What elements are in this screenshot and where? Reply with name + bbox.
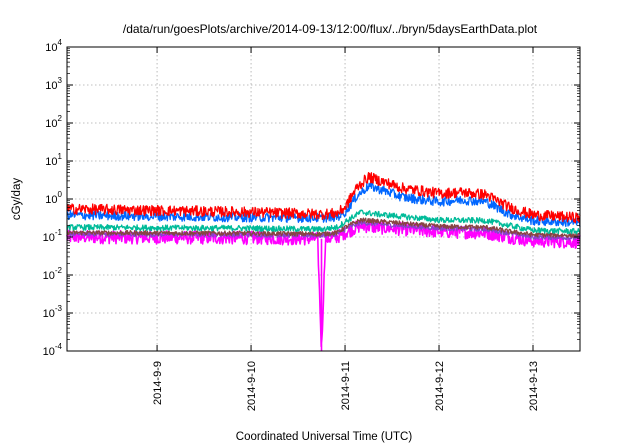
y-tick-base: 10	[45, 156, 57, 168]
y-tick-label: 10-3	[43, 304, 63, 320]
x-tick-label: 2014-9-9	[152, 361, 164, 405]
y-tick-exponent: 3	[58, 76, 63, 85]
y-tick-exponent: 2	[58, 114, 63, 123]
y-tick-label: 104	[45, 38, 62, 54]
y-tick-base: 10	[45, 80, 57, 92]
y-tick-label: 10-4	[43, 342, 63, 358]
x-tick-label: 2014-9-12	[434, 361, 446, 411]
y-tick-base: 10	[45, 194, 57, 206]
y-tick-label: 103	[45, 76, 62, 92]
y-tick-exponent: -1	[55, 228, 63, 237]
y-tick-label: 10-1	[43, 228, 63, 244]
y-tick-base: 10	[45, 118, 57, 130]
chart-title: /data/run/goesPlots/archive/2014-09-13/1…	[123, 22, 538, 36]
series-group	[66, 172, 581, 351]
x-tick-label: 2014-9-13	[528, 361, 540, 411]
y-tick-exponent: -2	[55, 266, 63, 275]
y-tick-label: 101	[45, 152, 62, 168]
y-tick-base: 10	[43, 308, 55, 320]
x-tick-label: 2014-9-11	[340, 361, 352, 410]
y-tick-base: 10	[43, 232, 55, 244]
y-tick-exponent: 0	[58, 190, 63, 199]
y-tick-label: 10-2	[43, 266, 63, 282]
y-tick-base: 10	[43, 270, 55, 282]
y-tick-exponent: 4	[58, 38, 63, 47]
y-tick-exponent: -4	[55, 342, 63, 351]
x-axis: 2014-9-9 2014-9-10 2014-9-11 2014-9-12 2014-…	[152, 47, 540, 411]
y-tick-exponent: -3	[55, 304, 63, 313]
series-line	[66, 217, 581, 239]
y-axis-label: cGy/day	[11, 178, 23, 220]
series-line	[66, 172, 581, 224]
y-tick-base: 10	[45, 42, 57, 54]
series-line	[66, 181, 581, 228]
x-tick-label: 2014-9-10	[246, 361, 258, 411]
y-tick-label: 100	[45, 190, 62, 206]
x-axis-label: Coordinated Universal Time (UTC)	[236, 431, 413, 443]
series-line	[66, 219, 581, 351]
y-tick-base: 10	[43, 346, 55, 358]
series-line	[66, 209, 581, 235]
y-tick-exponent: 1	[58, 152, 63, 161]
y-tick-label: 102	[45, 114, 62, 130]
